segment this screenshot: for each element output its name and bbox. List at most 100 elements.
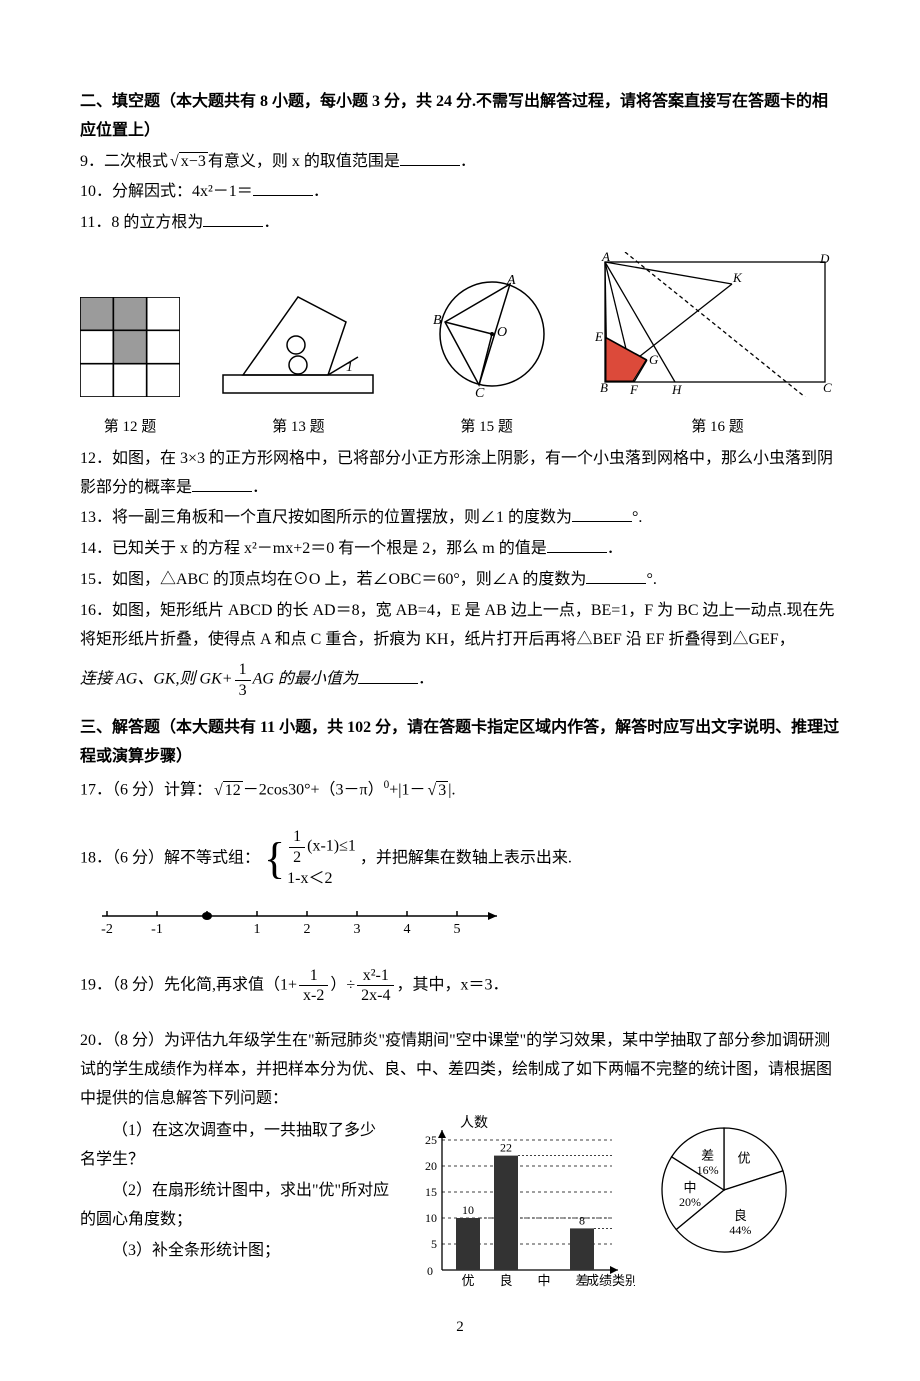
- svg-text:B: B: [600, 380, 608, 395]
- svg-text:44%: 44%: [729, 1223, 751, 1237]
- svg-text:8: 8: [579, 1214, 585, 1228]
- svg-text:F: F: [629, 382, 639, 397]
- q19-pre: 19．（8 分）先化简,再求值（1+: [80, 976, 297, 993]
- q17-pre: 17．（6 分）计算：: [80, 782, 212, 799]
- fig15: A B C O 第 15 题: [417, 272, 557, 441]
- q20-intro: 20．（8 分）为评估九年级学生在"新冠肺炎"疫情期间"空中课堂"的学习效果，某…: [80, 1027, 840, 1113]
- q13-text: 13．将一副三角板和一个直尺按如图所示的位置摆放，则∠1 的度数为: [80, 509, 572, 526]
- fraction: 12: [289, 827, 305, 866]
- blank: [586, 568, 646, 584]
- blank: [547, 537, 607, 553]
- svg-text:G: G: [649, 352, 659, 367]
- svg-text:B: B: [433, 313, 442, 328]
- q20-2: （2）在扇形统计图中，求出"优"所对应的圆心角度数；: [80, 1177, 390, 1235]
- svg-text:D: D: [819, 252, 830, 266]
- q15-text: 15．如图，△ABC 的顶点均在⊙O 上，若∠OBC＝60°，则∠A 的度数为: [80, 571, 586, 588]
- svg-text:人数: 人数: [460, 1115, 488, 1131]
- brace-icon: {: [264, 837, 285, 881]
- section2-header: 二、填空题（本大题共有 8 小题，每小题 3 分，共 24 分.不需写出解答过程…: [80, 88, 840, 146]
- q10-text: 10．分解因式：4x²－1＝: [80, 183, 253, 200]
- svg-text:成绩类别: 成绩类别: [586, 1273, 635, 1288]
- svg-text:-1: -1: [151, 922, 163, 937]
- sqrt-icon: x−3: [168, 148, 208, 177]
- svg-text:1: 1: [254, 922, 261, 937]
- svg-text:25: 25: [425, 1133, 437, 1147]
- svg-text:20: 20: [425, 1159, 437, 1173]
- q12: 12．如图，在 3×3 的正方形网格中，已将部分小正方形涂上阴影，有一个小虫落到…: [80, 445, 840, 503]
- q19-mid: ）÷: [330, 976, 355, 993]
- svg-text:H: H: [671, 382, 682, 397]
- bar-chart: 人数 510152025 10228 优良中差 成绩类别 0: [400, 1115, 635, 1290]
- q19: 19．（8 分）先化简,再求值（1+1x-2）÷x²-12x-4，其中，x＝3．: [80, 966, 840, 1005]
- q18-tail: ，并把解集在数轴上表示出来.: [360, 850, 572, 867]
- svg-text:A: A: [506, 273, 516, 288]
- svg-text:中: 中: [683, 1181, 696, 1196]
- svg-text:4: 4: [404, 922, 411, 937]
- q9-tail: 有意义，则 x 的取值范围是: [208, 153, 400, 170]
- blank: [253, 180, 313, 196]
- svg-text:优: 优: [738, 1151, 751, 1166]
- svg-text:E: E: [595, 329, 603, 344]
- q16b-pre: 连接 AG、GK,则 GK+: [80, 671, 233, 688]
- svg-text:10: 10: [462, 1203, 474, 1217]
- q17: 17．（6 分）计算：12－2cos30°+（3－π）0+|1－3|.: [80, 775, 840, 805]
- q11: 11．8 的立方根为．: [80, 209, 840, 238]
- svg-text:O: O: [497, 325, 507, 340]
- brace-group: { 12(x-1)≤1 1-x＜2: [264, 827, 356, 890]
- q20-3: （3）补全条形统计图；: [80, 1237, 390, 1266]
- q18: 18．（6 分）解不等式组： { 12(x-1)≤1 1-x＜2 ，并把解集在数…: [80, 827, 840, 890]
- blank: [572, 506, 632, 522]
- q17-mid1: －2cos30°+（3－π）: [243, 782, 384, 799]
- q16b: 连接 AG、GK,则 GK+13AG 的最小值为．: [80, 660, 840, 699]
- fig16-label: 第 16 题: [595, 414, 840, 441]
- svg-text:5: 5: [454, 922, 461, 937]
- q20-1: （1）在这次调查中，一共抽取了多少名学生？: [80, 1117, 390, 1175]
- svg-text:15: 15: [425, 1185, 437, 1199]
- q14-text: 14．已知关于 x 的方程 x²－mx+2＝0 有一个根是 2，那么 m 的值是: [80, 540, 547, 557]
- q17-end: |.: [448, 782, 455, 799]
- q9: 9．二次根式x−3有意义，则 x 的取值范围是．: [80, 148, 840, 177]
- q18-l2: 1-x＜2: [287, 867, 356, 891]
- svg-text:A: A: [601, 252, 610, 264]
- q9-pre: 9．二次根式: [80, 153, 168, 170]
- q11-text: 11．8 的立方根为: [80, 214, 203, 231]
- page-number: 2: [80, 1314, 840, 1341]
- blank: [400, 150, 460, 166]
- fig15-label: 第 15 题: [417, 414, 557, 441]
- svg-text:K: K: [732, 270, 743, 285]
- q13: 13．将一副三角板和一个直尺按如图所示的位置摆放，则∠1 的度数为°.: [80, 504, 840, 533]
- svg-text:中: 中: [537, 1273, 550, 1288]
- q14: 14．已知关于 x 的方程 x²－mx+2＝0 有一个根是 2，那么 m 的值是…: [80, 535, 840, 564]
- blank: [192, 476, 252, 492]
- svg-text:C: C: [475, 386, 485, 397]
- svg-text:20%: 20%: [679, 1196, 701, 1210]
- q18-l1: (x-1)≤1: [307, 838, 356, 855]
- svg-text:良: 良: [499, 1273, 512, 1288]
- svg-text:16%: 16%: [697, 1164, 719, 1178]
- fraction: 13: [235, 660, 251, 699]
- svg-text:3: 3: [354, 922, 361, 937]
- sqrt-icon: 12: [212, 777, 243, 806]
- pie-chart: 优良44% 中20% 差16%: [649, 1115, 799, 1265]
- fig16: A D B C E F G H K 第 16 题: [595, 252, 840, 441]
- svg-text:22: 22: [500, 1141, 512, 1155]
- blank: [358, 668, 418, 684]
- q10: 10．分解因式：4x²－1＝．: [80, 178, 840, 207]
- svg-text:1: 1: [346, 360, 353, 375]
- svg-text:差: 差: [701, 1149, 714, 1164]
- q19-tail: ，其中，x＝3．: [396, 976, 508, 993]
- q20-body: （1）在这次调查中，一共抽取了多少名学生？ （2）在扇形统计图中，求出"优"所对…: [80, 1115, 840, 1290]
- svg-text:良: 良: [734, 1208, 747, 1223]
- fraction: x²-12x-4: [357, 966, 394, 1005]
- q15: 15．如图，△ABC 的顶点均在⊙O 上，若∠OBC＝60°，则∠A 的度数为°…: [80, 566, 840, 595]
- svg-text:优: 优: [461, 1273, 474, 1288]
- svg-text:2: 2: [304, 922, 311, 937]
- blank: [203, 211, 263, 227]
- svg-text:5: 5: [431, 1237, 437, 1251]
- svg-text:10: 10: [425, 1211, 437, 1225]
- fraction: 1x-2: [299, 966, 328, 1005]
- section3-header: 三、解答题（本大题共有 11 小题，共 102 分，请在答题卡指定区域内作答，解…: [80, 714, 840, 772]
- sqrt-icon: 3: [425, 777, 448, 806]
- number-line: -2-112345: [92, 901, 840, 952]
- q18-pre: 18．（6 分）解不等式组：: [80, 850, 260, 867]
